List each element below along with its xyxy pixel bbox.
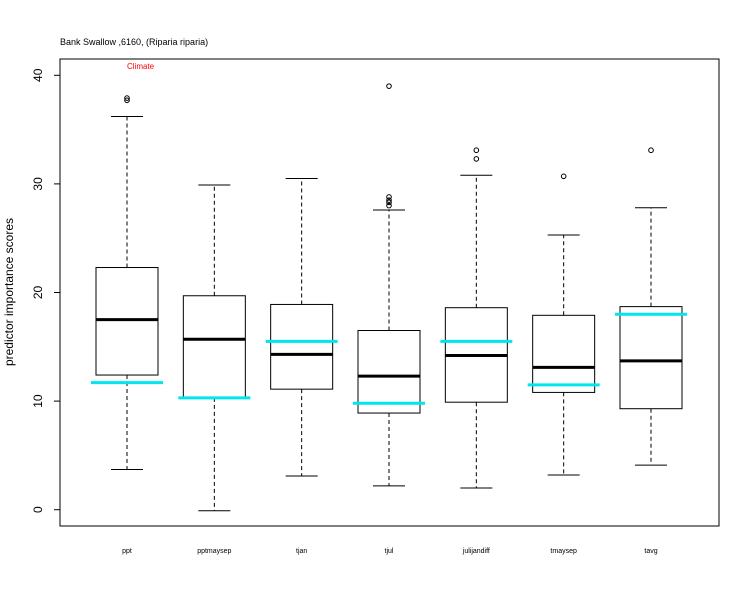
y-tick-label: 40 bbox=[31, 68, 45, 82]
x-tick-label: tjan bbox=[296, 548, 307, 555]
box bbox=[270, 303, 334, 390]
x-tick-label: ppt bbox=[122, 548, 132, 555]
x-tick-label: julijandiff bbox=[462, 548, 490, 555]
x-tick-label: tavg bbox=[644, 548, 657, 555]
outlier-point bbox=[386, 199, 392, 206]
outlier-point bbox=[386, 202, 392, 209]
y-tick-label: 10 bbox=[31, 394, 45, 408]
outlier-point bbox=[386, 197, 392, 203]
box bbox=[532, 314, 596, 393]
outlier-point bbox=[648, 147, 654, 154]
x-tick-label: tjul bbox=[385, 548, 394, 555]
outlier-point bbox=[124, 95, 130, 101]
box bbox=[182, 295, 246, 399]
outlier-point bbox=[560, 173, 567, 180]
outlier-point bbox=[473, 156, 480, 162]
outlier-point bbox=[473, 147, 480, 154]
y-tick-label: 0 bbox=[31, 506, 45, 513]
y-tick-label: 30 bbox=[31, 177, 45, 191]
box bbox=[95, 267, 159, 376]
outlier-point bbox=[386, 194, 392, 200]
plot-layer: 0 10 20 30 40 ppt pptmaysep tjan tjul julijandiff… bbox=[31, 58, 720, 555]
x-tick-label: tmaysep bbox=[550, 548, 577, 555]
chart-annotation: Climate bbox=[127, 62, 155, 71]
box bbox=[357, 330, 421, 414]
box bbox=[619, 306, 683, 410]
y-axis-label: predictor importance scores bbox=[2, 218, 16, 366]
outlier-point bbox=[124, 97, 130, 104]
outlier-point bbox=[386, 83, 392, 89]
chart-title: Bank Swallow ,6160, (Riparia riparia) bbox=[60, 37, 208, 47]
x-tick-label: pptmaysep bbox=[197, 548, 231, 555]
y-tick-label: 20 bbox=[31, 286, 45, 300]
